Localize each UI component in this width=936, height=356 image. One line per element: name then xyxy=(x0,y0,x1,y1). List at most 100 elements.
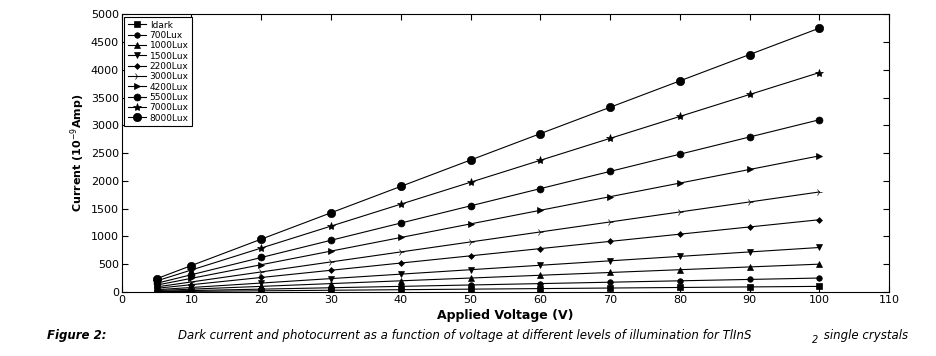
1500Lux xyxy=(186,286,197,290)
7000Lux xyxy=(256,246,267,250)
Idark xyxy=(605,286,616,290)
700Lux xyxy=(813,276,825,280)
3000Lux xyxy=(326,260,337,264)
5500Lux xyxy=(256,255,267,260)
1500Lux xyxy=(534,263,546,267)
X-axis label: Applied Voltage (V): Applied Voltage (V) xyxy=(437,309,574,322)
3000Lux xyxy=(465,240,476,244)
Text: single crystals: single crystals xyxy=(820,329,908,342)
Line: 8000Lux: 8000Lux xyxy=(153,24,824,283)
8000Lux xyxy=(151,277,162,281)
Line: 700Lux: 700Lux xyxy=(154,275,822,294)
700Lux xyxy=(151,289,162,293)
7000Lux xyxy=(534,158,546,162)
1000Lux xyxy=(256,284,267,288)
4200Lux xyxy=(465,222,476,226)
4200Lux xyxy=(813,154,825,158)
2200Lux xyxy=(605,239,616,244)
3000Lux xyxy=(813,190,825,194)
Idark xyxy=(744,285,755,289)
1500Lux xyxy=(813,245,825,250)
7000Lux xyxy=(813,70,825,75)
Idark xyxy=(465,287,476,291)
Line: 3000Lux: 3000Lux xyxy=(154,188,823,290)
8000Lux xyxy=(605,105,616,109)
3000Lux xyxy=(256,270,267,274)
700Lux xyxy=(395,284,406,288)
Line: 5500Lux: 5500Lux xyxy=(154,116,823,287)
1000Lux xyxy=(326,282,337,286)
8000Lux xyxy=(326,211,337,215)
5500Lux xyxy=(813,117,825,122)
8000Lux xyxy=(674,79,685,83)
1500Lux xyxy=(326,277,337,281)
Idark xyxy=(395,288,406,292)
4200Lux xyxy=(534,208,546,213)
3000Lux xyxy=(605,220,616,224)
700Lux xyxy=(186,288,197,293)
2200Lux xyxy=(326,268,337,272)
700Lux xyxy=(605,280,616,284)
1000Lux xyxy=(605,270,616,274)
Idark xyxy=(813,284,825,288)
2200Lux xyxy=(813,218,825,222)
700Lux xyxy=(326,286,337,290)
3000Lux xyxy=(744,200,755,204)
Idark xyxy=(674,286,685,290)
Text: Dark current and photocurrent as a function of voltage at different levels of il: Dark current and photocurrent as a funct… xyxy=(178,329,752,342)
700Lux xyxy=(744,277,755,282)
4200Lux xyxy=(744,167,755,172)
8000Lux xyxy=(395,184,406,189)
7000Lux xyxy=(186,268,197,272)
5500Lux xyxy=(605,169,616,173)
3000Lux xyxy=(674,210,685,214)
1500Lux xyxy=(605,259,616,263)
1000Lux xyxy=(151,288,162,293)
4200Lux xyxy=(395,235,406,240)
8000Lux xyxy=(813,26,825,30)
700Lux xyxy=(465,283,476,287)
3000Lux xyxy=(534,230,546,234)
8000Lux xyxy=(186,263,197,268)
Y-axis label: Current (10$^{-9}$Amp): Current (10$^{-9}$Amp) xyxy=(68,94,87,212)
Idark xyxy=(326,288,337,292)
8000Lux xyxy=(744,52,755,57)
4200Lux xyxy=(605,194,616,199)
2200Lux xyxy=(674,232,685,236)
1000Lux xyxy=(744,265,755,269)
8000Lux xyxy=(465,158,476,162)
1000Lux xyxy=(813,262,825,266)
2200Lux xyxy=(186,283,197,287)
Legend: Idark, 700Lux, 1000Lux, 1500Lux, 2200Lux, 3000Lux, 4200Lux, 5500Lux, 7000Lux, 80: Idark, 700Lux, 1000Lux, 1500Lux, 2200Lux… xyxy=(124,17,192,126)
Line: 1000Lux: 1000Lux xyxy=(154,261,822,293)
Line: 2200Lux: 2200Lux xyxy=(154,218,822,290)
3000Lux xyxy=(151,285,162,289)
1000Lux xyxy=(534,273,546,277)
4200Lux xyxy=(674,181,685,185)
2200Lux xyxy=(465,254,476,258)
2200Lux xyxy=(395,261,406,265)
2200Lux xyxy=(534,246,546,251)
1500Lux xyxy=(256,281,267,285)
4200Lux xyxy=(186,276,197,281)
7000Lux xyxy=(151,279,162,283)
Idark xyxy=(186,289,197,293)
Idark xyxy=(256,289,267,293)
1000Lux xyxy=(465,276,476,280)
Text: 2: 2 xyxy=(812,335,818,345)
Line: 7000Lux: 7000Lux xyxy=(153,68,824,285)
2200Lux xyxy=(151,286,162,290)
1500Lux xyxy=(395,272,406,276)
1500Lux xyxy=(465,268,476,272)
4200Lux xyxy=(326,249,337,253)
8000Lux xyxy=(256,237,267,241)
Idark xyxy=(151,289,162,294)
Line: 1500Lux: 1500Lux xyxy=(154,245,822,293)
7000Lux xyxy=(395,202,406,206)
7000Lux xyxy=(605,136,616,141)
5500Lux xyxy=(744,135,755,139)
5500Lux xyxy=(151,281,162,286)
7000Lux xyxy=(326,224,337,228)
1500Lux xyxy=(744,250,755,254)
700Lux xyxy=(256,287,267,291)
